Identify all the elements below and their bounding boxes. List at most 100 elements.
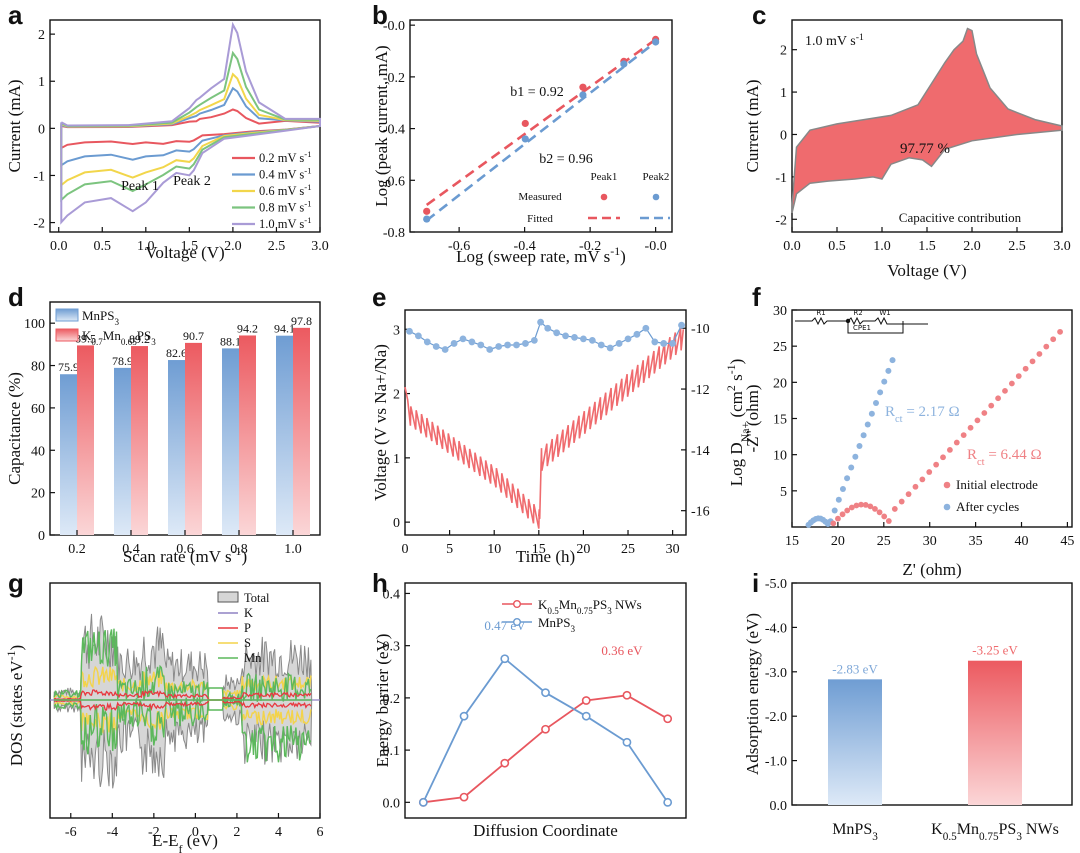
bar xyxy=(77,345,94,535)
after-cycles-point xyxy=(864,421,871,428)
y2-tick-label: -16 xyxy=(691,505,710,520)
initial-electrode-point xyxy=(844,507,851,514)
diffusion-point xyxy=(459,335,467,343)
x-tick-label: 3.0 xyxy=(1053,239,1071,254)
plot-frame xyxy=(409,19,673,233)
data-point xyxy=(579,83,587,91)
legend-entry: S xyxy=(244,636,251,650)
legend-entry: P xyxy=(244,621,251,635)
bar xyxy=(168,360,185,535)
capacitive-label: Capacitive contribution xyxy=(899,210,1022,225)
y-axis-label: Adsorption energy (eV) xyxy=(743,613,762,775)
x-tick-label: 1.5 xyxy=(181,239,199,254)
y-tick-label: -1.0 xyxy=(765,755,787,770)
y-tick-label: -0.8 xyxy=(383,226,405,241)
panel-i: i 0.0 -1.0 -2.0 -3.0 -4.0 -5.0 Adsorption energ… xyxy=(743,568,1073,843)
dos-p xyxy=(54,689,312,701)
circuit-node xyxy=(845,318,851,324)
initial-electrode-point xyxy=(1008,380,1015,387)
y-tick-label: -2 xyxy=(775,213,787,228)
panel-letter: h xyxy=(372,568,388,598)
initial-electrode-point xyxy=(835,515,841,522)
barrier-point xyxy=(418,797,428,807)
text-segment: 3 xyxy=(115,317,120,327)
initial-electrode-point xyxy=(1022,365,1029,372)
y2-axis-label: Log DNa+ (cm2 s-1) xyxy=(724,359,752,487)
text-segment: 3 xyxy=(1016,831,1022,843)
initial-electrode-point xyxy=(872,505,878,512)
initial-electrode-point xyxy=(830,520,837,527)
x-tick-label: 2.0 xyxy=(224,239,242,254)
after-cycles-point xyxy=(835,496,842,503)
y-tick-label: 2 xyxy=(38,28,45,43)
text-segment: 3 xyxy=(571,624,576,634)
bar-value-label: 89.2 xyxy=(129,332,150,346)
initial-electrode-point xyxy=(891,506,898,512)
legend-peak1: Peak1 xyxy=(591,171,618,183)
diffusion-point xyxy=(678,321,685,329)
initial-electrode-point xyxy=(898,498,905,505)
x-tick-label: -0.4 xyxy=(514,239,536,254)
x-tick-label: 1.0 xyxy=(284,542,302,557)
x-tick-label: 15 xyxy=(532,542,546,557)
legend-entry: 0.4 mV s-1 xyxy=(259,166,312,182)
text-segment: -1 xyxy=(304,182,311,192)
legend-entry: After cycles xyxy=(956,499,1019,514)
y-tick-label: 1 xyxy=(393,452,400,467)
bar-value-label: 90.7 xyxy=(183,329,204,343)
y-axis-label: Voltage (V vs Na+/Na) xyxy=(371,344,390,501)
x-tick-label: 2.0 xyxy=(963,239,981,254)
x-tick-label: -6 xyxy=(65,825,77,840)
after-cycles-point xyxy=(885,367,892,374)
diffusion-point xyxy=(606,344,614,352)
text-segment: -1 xyxy=(610,244,620,258)
y-tick-label: 0 xyxy=(38,122,45,137)
legend-peak2: Peak2 xyxy=(643,171,670,183)
y-tick-label: -0.2 xyxy=(383,71,405,86)
barrier-point xyxy=(581,696,591,705)
diffusion-point xyxy=(513,341,520,349)
y-tick-label: 0.4 xyxy=(383,587,401,602)
text-segment: NWs xyxy=(1022,821,1059,838)
y-tick-label: 20 xyxy=(773,376,787,391)
text-segment: E-E xyxy=(152,831,178,850)
y-tick-label: 15 xyxy=(773,413,787,428)
x-axis-label: Voltage (V) xyxy=(145,243,224,262)
panel-letter: d xyxy=(8,282,24,312)
diffusion-point xyxy=(553,329,561,337)
text-segment: 0.65 xyxy=(121,337,137,347)
bar xyxy=(293,327,310,535)
panel-f: f 15 20 25 30 35 40 45 5 10 15 20 25 30 Z' (ohm) -Z'' (… xyxy=(743,282,1074,579)
text-segment: DOS (states eV xyxy=(7,660,26,766)
circuit-label: W1 xyxy=(879,309,890,317)
category-label: MnPS3 xyxy=(832,821,878,843)
diffusion-point xyxy=(580,335,587,343)
scan-rate-label: 1.0 mV s-1 xyxy=(805,32,864,50)
cv-curve-5 xyxy=(60,21,321,225)
legend-marker xyxy=(513,618,522,627)
panel-letter: c xyxy=(752,0,766,30)
initial-electrode-point xyxy=(967,424,974,431)
initial-electrode-point xyxy=(853,502,860,509)
text-segment: (cm xyxy=(727,391,746,422)
y-tick-label: 0 xyxy=(393,516,400,531)
x-tick-label: 20 xyxy=(831,534,845,549)
text-segment: s xyxy=(299,184,304,198)
diffusion-point xyxy=(624,335,632,343)
text-segment: ) xyxy=(727,359,746,365)
x-tick-label: 30 xyxy=(923,534,937,549)
legend-entry: K0.5Mn0.75PS3 NWs xyxy=(538,597,642,616)
text-segment: PS xyxy=(593,597,607,612)
text-segment: f xyxy=(179,842,183,853)
diffusion-point xyxy=(504,341,511,349)
bar-value-label: 78.9 xyxy=(112,354,133,368)
barrier-point xyxy=(500,758,510,768)
x-tick-label: 0.4 xyxy=(122,542,140,557)
bar xyxy=(222,348,239,535)
x-tick-label: 0.0 xyxy=(50,239,68,254)
x-axis-label: Diffusion Coordinate xyxy=(473,821,618,840)
diffusion-point xyxy=(414,332,422,340)
data-point xyxy=(423,215,431,223)
legend-measured: Measured xyxy=(518,191,562,203)
capacitive-area xyxy=(791,27,1063,214)
